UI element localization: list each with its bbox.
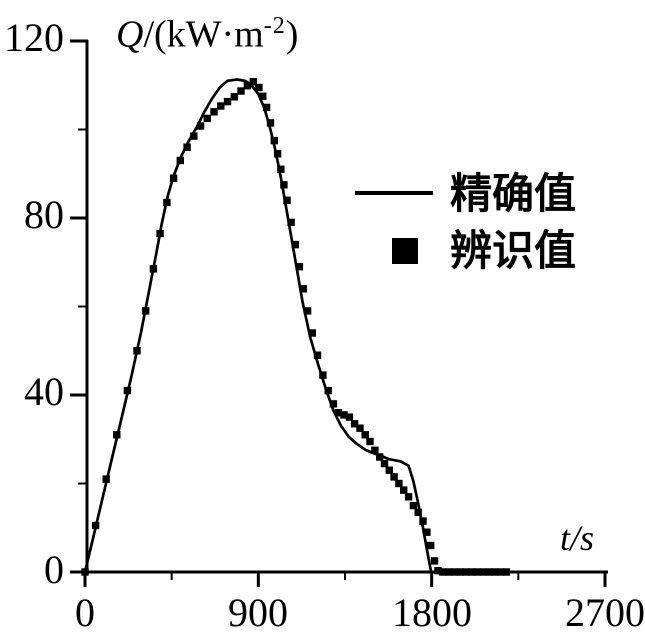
identified-value-marker — [414, 508, 422, 516]
identified-value-marker — [287, 218, 295, 227]
identified-value-marker — [313, 351, 322, 359]
identified-value-marker — [340, 411, 348, 419]
identified-value-marker — [196, 122, 205, 130]
identified-value-marker — [502, 568, 511, 576]
identified-value-marker — [169, 174, 178, 182]
identified-value-marker — [395, 479, 403, 488]
identified-value-marker — [230, 93, 238, 101]
identified-value-marker — [273, 150, 282, 158]
identified-value-marker — [419, 517, 427, 525]
identified-value-marker — [329, 400, 338, 408]
identified-value-marker — [430, 557, 439, 565]
identified-value-marker — [190, 132, 198, 140]
identified-value-marker — [133, 347, 141, 355]
identified-value-marker — [444, 568, 453, 576]
y-axis-unit-exponent: -2 — [263, 13, 286, 39]
identified-value-marker — [237, 87, 245, 95]
legend-line-swatch — [355, 191, 433, 195]
exact-value-curve — [83, 78, 435, 574]
identified-value-marker — [280, 181, 288, 189]
x-axis-unit: /s — [570, 518, 595, 558]
identified-value-marker — [217, 102, 225, 110]
identified-value-marker — [299, 285, 308, 293]
identified-value-marker — [81, 568, 89, 576]
identified-value-marker — [404, 493, 413, 501]
identified-value-marker — [266, 119, 275, 127]
legend-label-identified: 辨识值 — [450, 226, 577, 275]
identified-value-marker — [361, 431, 369, 439]
identified-value-marker — [210, 108, 218, 116]
identified-value-marker — [295, 263, 304, 271]
identified-value-marker — [371, 446, 379, 454]
identified-value-marker — [176, 156, 184, 165]
identified-value-marker — [303, 307, 312, 315]
identified-value-marker — [259, 92, 267, 100]
x-axis-title: t/s — [560, 518, 594, 558]
x-tick-label-2700: 2700 — [565, 590, 645, 635]
identified-value-marker — [142, 307, 150, 315]
identified-value-marker — [439, 568, 447, 576]
identified-value-marker — [434, 567, 442, 575]
identified-value-marker — [91, 521, 100, 530]
identified-value-marker — [450, 568, 459, 576]
identified-value-marker — [243, 82, 252, 90]
identified-value-marker — [255, 83, 263, 92]
y-axis-unit: /(kW·m — [143, 13, 264, 56]
identified-value-marker — [283, 196, 291, 204]
y-axis-symbol: Q — [116, 13, 144, 56]
legend-square-swatch — [392, 238, 418, 264]
identified-value-marker — [479, 568, 487, 576]
identified-value-marker — [149, 265, 158, 273]
identified-value-marker — [380, 459, 389, 468]
identified-value-marker — [366, 437, 374, 446]
identified-value-marker — [123, 386, 132, 395]
y-tick-label-0: 0 — [44, 547, 64, 592]
identified-value-marker — [462, 568, 470, 576]
identified-value-marker — [390, 473, 398, 481]
identified-value-marker — [491, 568, 499, 576]
identified-value-marker — [223, 97, 232, 106]
identified-value-marker — [203, 114, 211, 123]
legend-label-exact: 精确值 — [450, 169, 577, 218]
identified-value-marker — [496, 568, 505, 576]
y-axis-unit-close: ) — [285, 13, 299, 56]
identified-value-marker — [249, 78, 257, 86]
identified-value-marker — [113, 431, 121, 439]
y-tick-label-40: 40 — [24, 369, 64, 414]
identified-value-marker — [277, 165, 285, 173]
identified-value-marker — [409, 501, 418, 510]
identified-value-marker — [350, 420, 359, 428]
x-axis-symbol: t — [560, 518, 571, 558]
identified-value-marker — [270, 136, 278, 145]
identified-value-marker — [400, 486, 408, 494]
identified-value-marker — [156, 229, 164, 238]
identified-value-marker — [334, 409, 343, 417]
identified-value-marker — [163, 198, 171, 207]
identified-value-marker — [485, 568, 493, 576]
identified-value-marker — [262, 103, 271, 112]
identified-value-marker — [423, 528, 431, 536]
identified-value-marker — [308, 329, 316, 337]
y-tick-label-120: 120 — [4, 15, 64, 60]
identified-value-marker — [427, 541, 435, 550]
identified-value-marker — [376, 453, 384, 461]
identified-value-marker — [456, 568, 464, 576]
identified-value-marker — [324, 386, 332, 395]
identified-value-marker — [319, 371, 327, 379]
identified-value-marker — [385, 466, 393, 474]
x-tick-label-900: 900 — [228, 590, 288, 635]
identified-value-marker — [291, 240, 299, 249]
identified-value-marker — [183, 143, 191, 151]
identified-value-marker — [468, 568, 476, 576]
identified-value-marker — [473, 568, 482, 576]
x-tick-label-0: 0 — [75, 590, 95, 635]
y-axis-title: Q/(kW·m-2) — [116, 4, 298, 57]
identified-value-marker — [345, 413, 354, 421]
identified-value-marker — [102, 475, 110, 483]
y-tick-label-80: 80 — [24, 192, 64, 237]
identified-value-marker — [356, 424, 364, 432]
x-tick-label-1800: 1800 — [392, 590, 472, 635]
